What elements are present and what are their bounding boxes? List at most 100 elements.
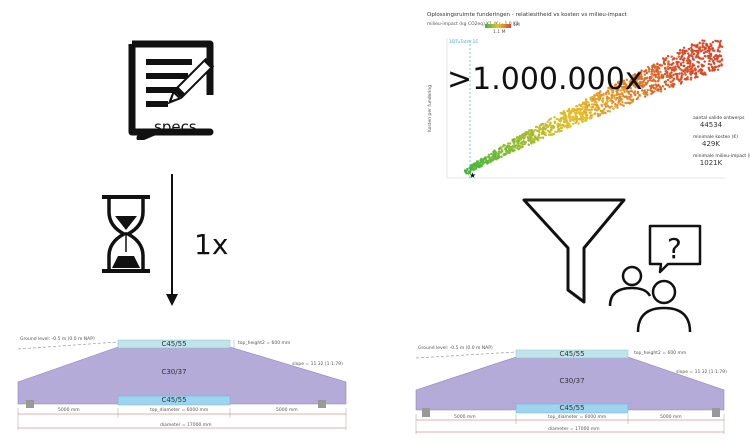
- scatter-point: [687, 59, 690, 62]
- scatter-point: [602, 111, 605, 114]
- scatter-point: [710, 44, 713, 48]
- scatter-point: [637, 71, 640, 74]
- scatter-point: [690, 76, 693, 79]
- scatter-point: [717, 46, 720, 49]
- bottom-slab-label: C45/55: [559, 404, 585, 412]
- scatter-point: [614, 103, 617, 106]
- scatter-point: [665, 57, 668, 60]
- top-height-label: top_height2 = 600 mm: [634, 351, 687, 356]
- scatter-point: [696, 60, 699, 64]
- scatter-point: [581, 112, 585, 115]
- top-slab-label: C45/55: [559, 350, 585, 358]
- scatter-point: [682, 61, 685, 64]
- scatter-point: [698, 57, 702, 60]
- scatter-point: [638, 94, 642, 97]
- scatter-point: [663, 87, 667, 91]
- scatter-point: [589, 98, 592, 101]
- scatter-point: [574, 111, 578, 114]
- scatter-point: [654, 75, 657, 79]
- scatter-point: [593, 103, 597, 106]
- scatter-point: [648, 68, 651, 71]
- scatter-point: [686, 70, 689, 73]
- scatter-point: [667, 63, 670, 66]
- scatter-point: [548, 118, 551, 121]
- scatter-point: [653, 73, 656, 76]
- scatter-point: [670, 76, 674, 79]
- scatter-point: [581, 114, 584, 118]
- scatter-point: [689, 78, 693, 81]
- scatter-point: [671, 79, 675, 82]
- scatter-point: [547, 133, 551, 136]
- scatter-point: [475, 160, 479, 163]
- svg-text:?: ?: [667, 232, 682, 265]
- scatter-point: [651, 72, 654, 75]
- scatter-point: [603, 103, 607, 107]
- scatter-point: [699, 50, 703, 53]
- scatter-point: [631, 100, 634, 103]
- scatter-point: [489, 160, 492, 163]
- scatter-point: [584, 102, 588, 106]
- scatter-point: [589, 114, 592, 117]
- scatter-point: [701, 65, 704, 68]
- scatter-point: [708, 52, 711, 55]
- scatter-point: [694, 71, 698, 75]
- scatter-point: [701, 69, 704, 72]
- scatter-point: [635, 74, 638, 77]
- scatter-point: [610, 94, 613, 97]
- scatter-point: [572, 119, 575, 122]
- scatter-point: [500, 155, 503, 158]
- scatter-point: [583, 101, 586, 104]
- scatter-point: [504, 148, 508, 151]
- scatter-point: [670, 80, 673, 83]
- scatter-point: [506, 145, 509, 148]
- scatter-point: [683, 52, 687, 55]
- scatter-point: [611, 91, 614, 94]
- scatter-point: [564, 115, 567, 118]
- scatter-point: [585, 111, 588, 114]
- scatter-point: [694, 56, 698, 59]
- scatter-point: [590, 103, 594, 106]
- scatter-point: [694, 75, 698, 78]
- scatter-point: [638, 84, 641, 87]
- scatter-point: [683, 57, 686, 60]
- scatter-point: [706, 49, 709, 53]
- scatter-point: [625, 101, 629, 105]
- scatter-point: [648, 75, 652, 79]
- scatter-point: [595, 101, 598, 104]
- scatter-point: [703, 60, 706, 63]
- scatter-point: [714, 54, 718, 57]
- scatter-point: [474, 167, 478, 170]
- scatter-point: [687, 47, 690, 51]
- scatter-point: [478, 165, 481, 168]
- scatter-point: [684, 73, 687, 76]
- scatter-point: [713, 62, 716, 65]
- scatter-point: [668, 66, 672, 69]
- scatter-point: [604, 101, 608, 104]
- bottom-slab-label: C45/55: [161, 396, 187, 404]
- scatter-point: [597, 107, 601, 110]
- scatter-point: [649, 89, 652, 92]
- scatter-point: [597, 114, 600, 118]
- scatter-point: [635, 76, 639, 80]
- scatter-point: [541, 136, 545, 139]
- scatter-point: [661, 75, 665, 78]
- scatter-point: [672, 77, 676, 81]
- scatter-point: [615, 96, 619, 100]
- scatter-point: [678, 49, 682, 52]
- scatter-point: [644, 93, 647, 96]
- scatter-point: [641, 89, 644, 92]
- scatter-point: [497, 147, 501, 151]
- funnel-icon: [520, 196, 630, 306]
- scatter-point: [682, 58, 685, 62]
- scatter-point: [716, 60, 719, 63]
- scatter-point: [508, 151, 512, 154]
- legend-high: 1M: [513, 23, 520, 28]
- scatter-point: [613, 94, 616, 97]
- scatter-point: [645, 91, 649, 94]
- multi-run-label: >1.000.000x: [447, 62, 643, 97]
- scatter-point: [596, 108, 599, 112]
- scatter-point: [550, 133, 554, 136]
- stat-label-1: aantal valide ontwerps: [693, 116, 745, 121]
- scatter-point: [698, 46, 702, 50]
- scatter-point: [630, 95, 633, 98]
